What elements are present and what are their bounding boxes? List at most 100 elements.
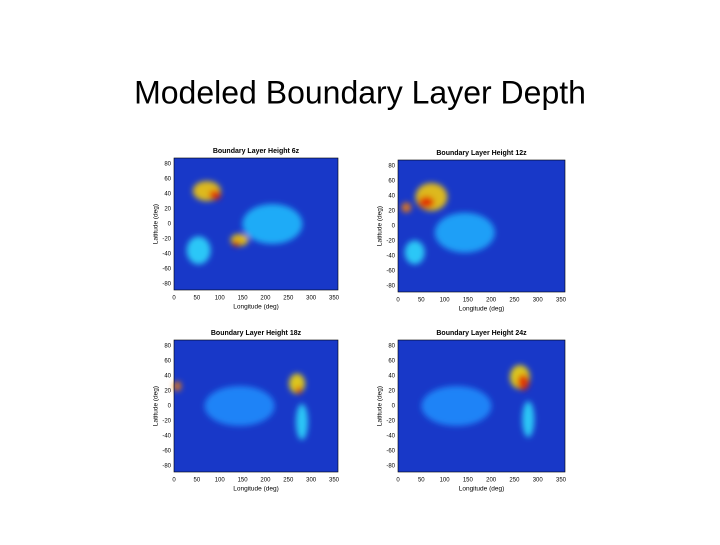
- heat-spot: [186, 236, 211, 265]
- y-tick-label: 80: [164, 162, 171, 168]
- panel-title: Boundary Layer Height 6z: [213, 148, 300, 155]
- x-tick-label: 100: [440, 298, 451, 304]
- x-tick-label: 300: [306, 296, 317, 302]
- y-tick-label: 20: [164, 389, 171, 395]
- x-tick-label: 150: [463, 478, 474, 484]
- y-tick-label: -80: [162, 282, 171, 288]
- y-axis-label: Latitude (deg): [153, 204, 160, 244]
- y-tick-label: 60: [164, 177, 171, 183]
- y-tick-label: -40: [386, 254, 395, 260]
- heat-spot: [404, 240, 425, 265]
- x-tick-label: 350: [556, 298, 567, 304]
- map-frame: [397, 159, 566, 293]
- map-frame: [173, 157, 339, 291]
- y-tick-label: -60: [162, 267, 171, 273]
- x-tick-label: 50: [194, 296, 201, 302]
- y-tick-label: -20: [386, 239, 395, 245]
- y-tick-label: 40: [388, 374, 395, 380]
- heat-spot: [232, 240, 241, 247]
- x-tick-label: 200: [486, 298, 497, 304]
- x-tick-label: 150: [238, 478, 249, 484]
- y-tick-label: 40: [164, 192, 171, 198]
- heat-spot: [401, 202, 412, 213]
- heat-spot: [209, 189, 221, 200]
- map-panel: Boundary Layer Height 6z806040200-20-40-…: [153, 148, 340, 311]
- heat-spot: [418, 196, 435, 209]
- y-tick-label: 80: [164, 344, 171, 350]
- x-axis-label: Longitude (deg): [459, 486, 505, 493]
- y-tick-label: -60: [162, 449, 171, 455]
- x-tick-label: 250: [509, 478, 520, 484]
- y-tick-label: 40: [388, 194, 395, 200]
- y-axis-label: Latitude (deg): [377, 386, 384, 426]
- heatmap-detail: [173, 373, 308, 440]
- x-tick-label: 0: [172, 296, 176, 302]
- x-tick-label: 300: [533, 478, 544, 484]
- x-tick-label: 0: [396, 478, 400, 484]
- x-tick-label: 250: [509, 298, 520, 304]
- y-tick-label: 80: [388, 344, 395, 350]
- x-tick-label: 350: [329, 296, 340, 302]
- x-tick-label: 250: [283, 296, 294, 302]
- y-tick-label: 20: [164, 207, 171, 213]
- x-tick-label: 100: [215, 478, 226, 484]
- y-tick-label: -20: [386, 419, 395, 425]
- panel-title: Boundary Layer Height 12z: [436, 150, 527, 157]
- x-tick-label: 200: [260, 296, 271, 302]
- heatmap-detail: [186, 181, 303, 265]
- y-tick-label: 0: [392, 224, 396, 230]
- y-tick-label: -40: [162, 252, 171, 258]
- y-tick-label: 40: [164, 374, 171, 380]
- x-tick-label: 200: [486, 478, 497, 484]
- x-tick-label: 350: [556, 478, 567, 484]
- y-tick-label: 0: [392, 404, 396, 410]
- heat-spot: [295, 403, 308, 440]
- heat-spot: [517, 374, 530, 391]
- y-tick-label: -40: [386, 434, 395, 440]
- x-tick-label: 150: [238, 296, 249, 302]
- y-tick-label: -60: [386, 449, 395, 455]
- heatmap-detail: [421, 364, 535, 438]
- y-tick-label: -20: [162, 237, 171, 243]
- x-tick-label: 300: [306, 478, 317, 484]
- y-tick-label: 60: [388, 179, 395, 185]
- y-tick-label: -40: [162, 434, 171, 440]
- x-tick-label: 100: [440, 478, 451, 484]
- x-tick-label: 250: [283, 478, 294, 484]
- y-tick-label: 60: [164, 359, 171, 365]
- y-axis-label: Latitude (deg): [377, 206, 384, 246]
- x-tick-label: 150: [463, 298, 474, 304]
- y-tick-label: -80: [162, 464, 171, 470]
- heat-spot: [434, 212, 495, 253]
- y-tick-label: -80: [386, 464, 395, 470]
- map-panel: Boundary Layer Height 24z806040200-20-40…: [377, 330, 567, 493]
- map-frame: [173, 339, 339, 473]
- x-axis-label: Longitude (deg): [459, 306, 505, 313]
- x-tick-label: 0: [396, 298, 400, 304]
- x-tick-label: 50: [194, 478, 201, 484]
- x-tick-label: 200: [260, 478, 271, 484]
- heat-spot: [173, 381, 182, 392]
- x-tick-label: 100: [215, 296, 226, 302]
- x-tick-label: 300: [533, 298, 544, 304]
- x-axis-label: Longitude (deg): [233, 486, 279, 493]
- y-tick-label: -20: [162, 419, 171, 425]
- x-axis-label: Longitude (deg): [233, 304, 279, 311]
- x-tick-label: 50: [418, 298, 425, 304]
- slide-title: Modeled Boundary Layer Depth: [134, 74, 586, 110]
- map-panel: Boundary Layer Height 12z 80 60 40 200 -20 -40…: [377, 150, 567, 313]
- x-tick-label: 50: [418, 478, 425, 484]
- x-tick-label: 350: [329, 478, 340, 484]
- heat-spot: [421, 386, 492, 426]
- heat-spot: [295, 386, 302, 395]
- y-tick-label: 0: [168, 404, 172, 410]
- y-tick-label: 0: [168, 222, 172, 228]
- y-axis-label: Latitude (deg): [153, 386, 160, 426]
- y-tick-label: -80: [386, 284, 395, 290]
- y-tick-label: 80: [388, 164, 395, 170]
- y-tick-label: 20: [388, 389, 395, 395]
- map-panel: Boundary Layer Height 18z806040200-20-40…: [153, 330, 340, 493]
- y-tick-label: -60: [386, 269, 395, 275]
